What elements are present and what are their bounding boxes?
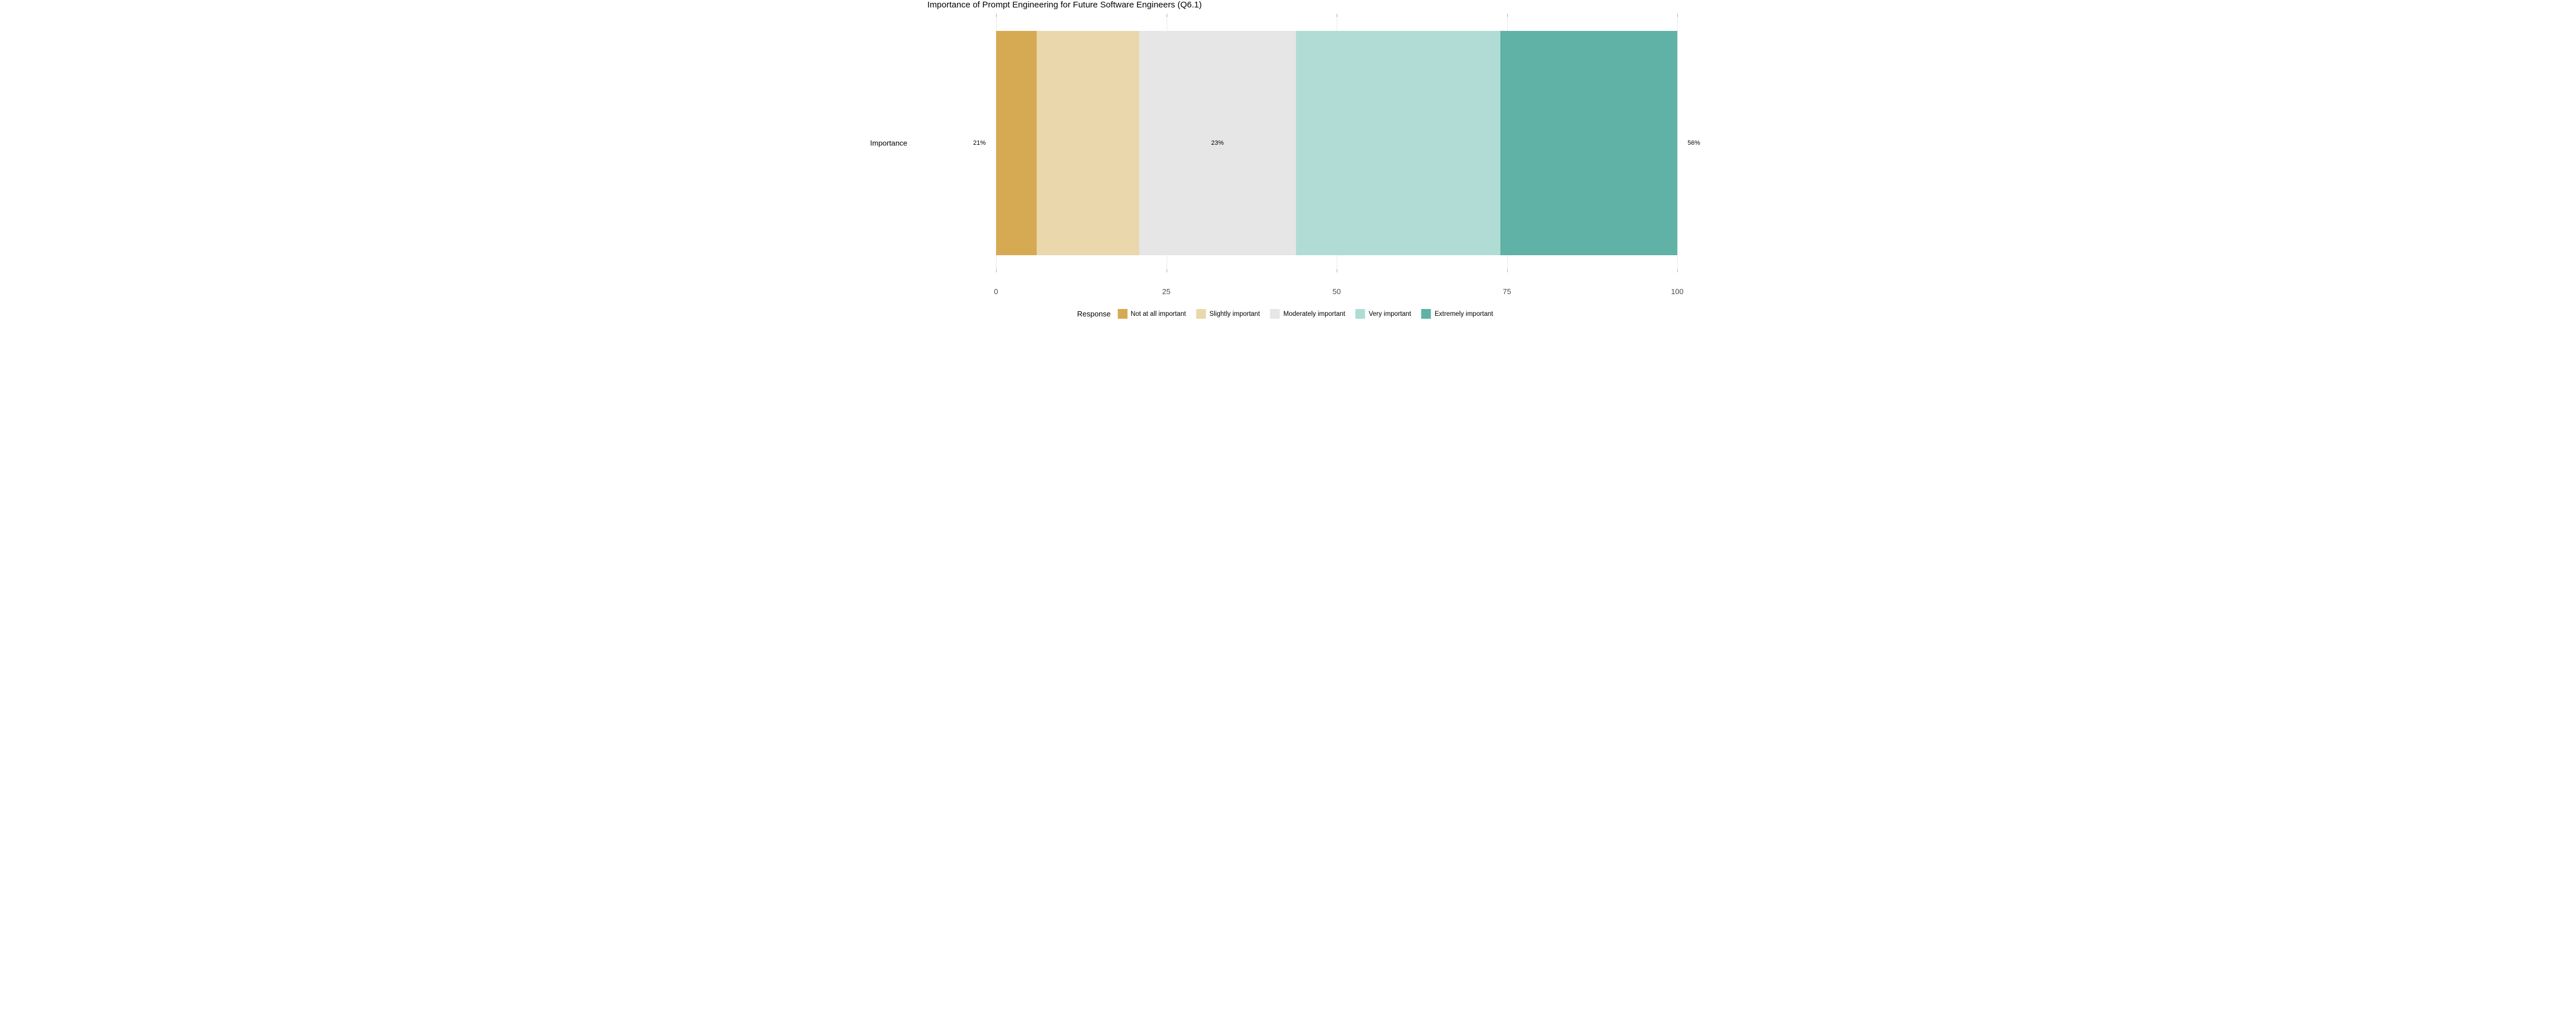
legend-item: Not at all important: [1117, 309, 1186, 319]
axis-tick: [996, 14, 997, 17]
plot-area: 0255075100: [996, 17, 1677, 269]
legend-title: Response: [1077, 310, 1111, 318]
legend-label: Slightly important: [1210, 311, 1260, 318]
axis-tick: [1507, 14, 1508, 17]
likert-chart: Importance of Prompt Engineering for Fut…: [859, 0, 1717, 343]
legend-label: Very important: [1369, 311, 1411, 318]
bar-segment: [996, 31, 1037, 255]
x-tick-label: 50: [1333, 287, 1341, 296]
legend-label: Moderately important: [1283, 311, 1345, 318]
legend-label: Not at all important: [1131, 311, 1186, 318]
legend-item: Extremely important: [1421, 309, 1493, 319]
legend-swatch: [1117, 309, 1127, 319]
legend-label: Extremely important: [1435, 311, 1493, 318]
chart-title: Importance of Prompt Engineering for Fut…: [927, 0, 1202, 10]
legend-item: Moderately important: [1270, 309, 1345, 319]
bar-track: [996, 31, 1677, 255]
annotation-mid: 23%: [1211, 140, 1224, 146]
x-tick-label: 100: [1671, 287, 1684, 296]
gridline: [1677, 17, 1678, 269]
annotation-right: 56%: [1688, 140, 1700, 146]
bar-segment: [1500, 31, 1677, 255]
bar-segment: [1296, 31, 1500, 255]
axis-tick: [996, 269, 997, 272]
x-tick-label: 25: [1162, 287, 1170, 296]
legend-swatch: [1421, 309, 1431, 319]
legend-swatch: [1356, 309, 1365, 319]
x-tick-label: 75: [1503, 287, 1511, 296]
legend-swatch: [1196, 309, 1206, 319]
legend-item: Slightly important: [1196, 309, 1260, 319]
bar-segment: [1037, 31, 1139, 255]
y-category-label: Importance: [870, 139, 907, 148]
axis-tick: [1507, 269, 1508, 272]
legend: Response Not at all important Slightly imp…: [1077, 309, 1499, 319]
annotation-left: 21%: [973, 140, 986, 146]
legend-swatch: [1270, 309, 1280, 319]
axis-tick: [1677, 14, 1678, 17]
legend-item: Very important: [1356, 309, 1411, 319]
axis-tick: [1677, 269, 1678, 272]
x-tick-label: 0: [994, 287, 998, 296]
